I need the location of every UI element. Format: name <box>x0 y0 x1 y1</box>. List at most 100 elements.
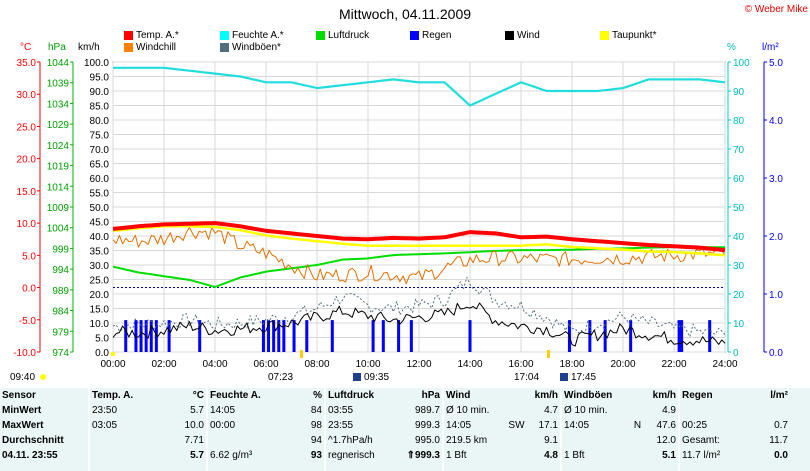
legend-swatch <box>505 31 514 40</box>
pressure-tick-label: 989 <box>52 286 69 297</box>
legend-item-5: Taupunkt* <box>600 30 656 41</box>
rain-max: 0.7 <box>774 420 788 431</box>
rain-bar <box>167 320 171 352</box>
rain-tick-label: 5.0 <box>769 58 783 69</box>
wind-tick-label: 15.0 <box>90 305 110 316</box>
stats-row-labels: Sensor MinWert MaxWert Durchschnitt 04.1… <box>0 388 88 471</box>
pressure-tick-label: 979 <box>52 327 69 338</box>
time-tick-label: 12:00 <box>406 359 431 370</box>
rain-bar <box>134 320 138 352</box>
rain-now: 0.0 <box>774 450 788 461</box>
hum-now-detail: 6.62 g/m³ <box>210 450 253 461</box>
hum-header: Feuchte A. <box>210 390 261 401</box>
wind-unit: km/h <box>78 42 100 53</box>
time-tick-label: 02:00 <box>151 359 176 370</box>
temp-now: 5.7 <box>190 450 204 461</box>
temp-max-time: 03:05 <box>92 420 118 431</box>
row-label-now: 04.11. 23:55 <box>2 450 58 461</box>
sunrise-time: 07:23 <box>268 372 293 383</box>
rain-bar <box>149 320 153 352</box>
pressure-tick-label: 1009 <box>47 203 70 214</box>
humidity-unit: % <box>727 42 736 53</box>
gust-avg: 12.0 <box>656 435 676 446</box>
pressure-tick-label: 1044 <box>47 58 70 69</box>
temp-tick-label: -5.0 <box>19 316 37 327</box>
temp-tick-label: 5.0 <box>22 251 36 262</box>
legend-item-7: Windböen* <box>220 42 281 53</box>
rain-unit: l/m² <box>762 42 779 53</box>
chart-title: Mittwoch, 04.11.2009 <box>338 6 472 22</box>
temp-tick-label: 30.0 <box>17 90 37 101</box>
humidity-tick-label: 40 <box>733 232 745 243</box>
temp-avg: 7.71 <box>184 435 204 446</box>
wind-tick-label: 0.0 <box>95 348 109 359</box>
hum-min: 84 <box>310 405 322 416</box>
temp-header: Temp. A. <box>92 390 134 401</box>
rain-bar <box>677 320 681 352</box>
rain-bar <box>468 320 472 352</box>
press-avg: 995.0 <box>414 435 440 446</box>
rain-bar <box>371 320 375 352</box>
pressure-tick-label: 984 <box>52 307 69 318</box>
temp-unit: °C <box>192 390 204 401</box>
gust-max-time: 14:05 <box>564 420 590 431</box>
gust-max-dir: N <box>633 420 642 431</box>
wind-tick-label: 35.0 <box>90 247 110 258</box>
time-tick-label: 20:00 <box>610 359 635 370</box>
rain-tick-label: 3.0 <box>769 174 783 185</box>
temp-unit: °C <box>20 42 31 53</box>
legend-item-3: Regen <box>410 30 451 41</box>
press-forecast: regnerisch <box>328 450 375 461</box>
row-label-avg: Durchschnitt <box>2 435 64 446</box>
gust-header: Windböen <box>564 390 613 401</box>
series-line-windchill <box>112 226 726 285</box>
rain-bar <box>154 320 158 352</box>
gust-unit: km/h <box>652 390 676 401</box>
hum-max-time: 00:00 <box>210 420 236 431</box>
pressure-tick-label: 1029 <box>47 120 70 131</box>
moonrise-time: 09:35 <box>364 372 389 383</box>
wind-tick-label: 95.0 <box>90 73 110 84</box>
temp-min: 5.7 <box>190 405 204 416</box>
time-tick-label: 04:00 <box>202 359 227 370</box>
humidity-tick-label: 100 <box>733 58 750 69</box>
press-min-time: 03:55 <box>328 405 354 416</box>
rain-bar <box>124 320 128 352</box>
temp-tick-label: 10.0 <box>17 219 37 230</box>
stats-rain: Regen l/m² 00:25 0.7 Gesamt: 11.7 11.7 l/m²… <box>678 388 790 471</box>
rain-header: Regen <box>682 390 713 401</box>
legend-label: Windböen* <box>232 42 281 53</box>
rain-unit: l/m² <box>770 390 788 401</box>
wind-bft: 1 Bft <box>446 450 467 461</box>
time-tick-label: 00:00 <box>100 359 125 370</box>
legend-swatch <box>124 43 133 52</box>
series-line-taupunkt <box>112 225 726 257</box>
legend-item-6: Windchill <box>124 42 176 53</box>
temp-tick-label: 25.0 <box>17 122 37 133</box>
wind-avg10: 4.7 <box>544 405 558 416</box>
gust-max: 47.6 <box>656 420 676 431</box>
hum-max: 98 <box>310 420 322 431</box>
temp-tick-label: 0.0 <box>22 284 36 295</box>
legend-swatch <box>316 31 325 40</box>
rain-bar <box>272 320 276 352</box>
legend-item-1: Feuchte A.* <box>220 30 284 41</box>
humidity-tick-label: 70 <box>733 145 745 156</box>
wind-tick-label: 30.0 <box>90 261 110 272</box>
legend-label: Wind <box>517 30 540 41</box>
gust-bft: 1 Bft <box>564 450 585 461</box>
sunset-time: 17:04 <box>514 372 539 383</box>
wind-max-time: 14:05 <box>446 420 472 431</box>
temp-tick-label: -10.0 <box>13 348 36 359</box>
rain-total-label: Gesamt: <box>682 435 720 446</box>
wind-tick-label: 40.0 <box>90 232 110 243</box>
humidity-tick-label: 80 <box>733 116 745 127</box>
sun-icon <box>40 374 46 380</box>
legend-swatch <box>220 43 229 52</box>
humidity-tick-label: 30 <box>733 261 745 272</box>
legend-label: Windchill <box>136 42 177 53</box>
pressure-tick-label: 1004 <box>47 224 70 235</box>
press-header: Luftdruck <box>328 390 375 401</box>
time-tick-label: 16:00 <box>508 359 533 370</box>
rain-bar <box>277 320 281 352</box>
